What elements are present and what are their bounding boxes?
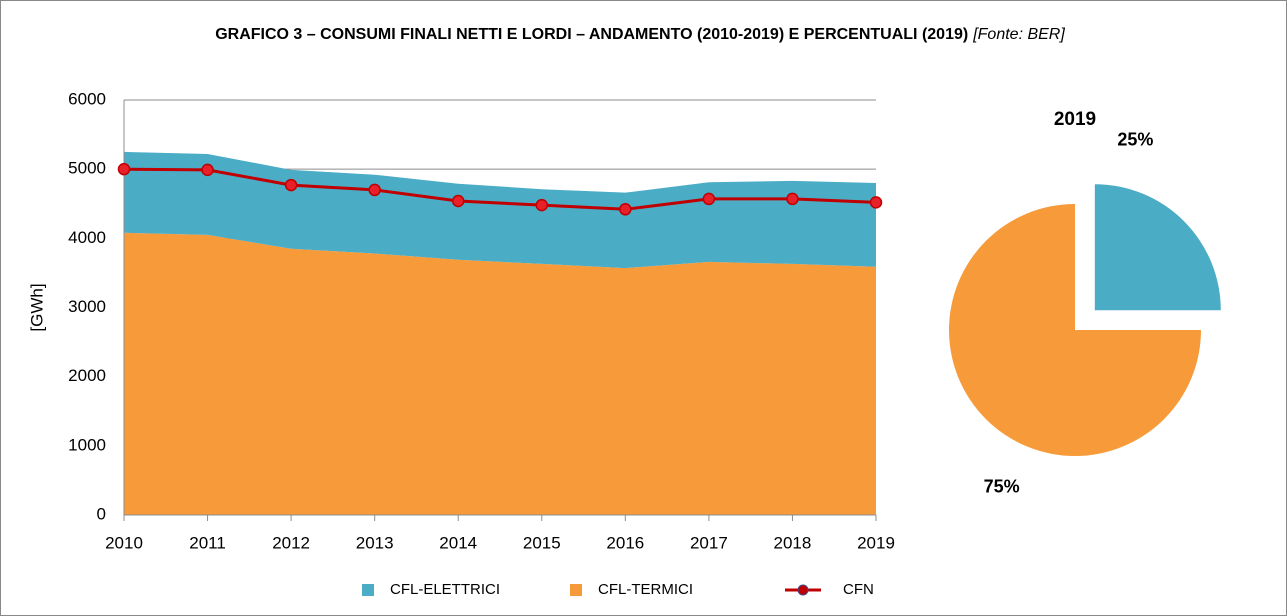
- x-tick-label: 2019: [857, 533, 895, 552]
- legend-label: CFL-ELETTRICI: [390, 581, 500, 598]
- y-tick-label: 1000: [68, 435, 106, 454]
- x-tick-label: 2014: [439, 533, 477, 552]
- y-tick-label: 4000: [68, 228, 106, 247]
- y-tick-label: 0: [97, 504, 106, 523]
- point: [451, 194, 465, 208]
- y-tick-label: 3000: [68, 297, 106, 316]
- legend-label: CFN: [843, 581, 874, 598]
- x-tick-label: 2018: [774, 533, 812, 552]
- legend-marker: [797, 584, 809, 596]
- pie-slice: [1094, 184, 1221, 311]
- area: [124, 151, 876, 269]
- y-tick-label: 5000: [68, 159, 106, 178]
- x-tick-label: 2013: [356, 533, 394, 552]
- point: [201, 163, 214, 177]
- point: [535, 198, 549, 212]
- y-axis-label: [GWh]: [27, 283, 46, 331]
- legend-swatch: [362, 584, 374, 596]
- x-tick-label: 2012: [272, 533, 310, 552]
- pie-title: 2019: [1054, 109, 1096, 130]
- point: [786, 192, 799, 206]
- title-text: GRAFICO 3 – CONSUMI FINALI NETTI E LORDI…: [215, 26, 968, 43]
- point: [368, 183, 381, 197]
- point: [284, 178, 298, 192]
- pie-label: 75%: [984, 477, 1020, 497]
- x-tick-label: 2010: [105, 533, 143, 552]
- x-tick-label: 2011: [189, 533, 226, 552]
- figure-title: GRAFICO 3 – CONSUMI FINALI NETTI E LORDI…: [215, 26, 1065, 43]
- legend-swatch: [570, 584, 582, 596]
- pie-slice: [949, 204, 1201, 456]
- point: [869, 196, 883, 209]
- y-tick-label: 6000: [68, 89, 106, 108]
- point: [117, 162, 131, 176]
- source-text: [Fonte: BER]: [972, 26, 1065, 43]
- x-tick-label: 2016: [606, 533, 644, 552]
- legend-label: CFL-TERMICI: [598, 581, 693, 598]
- point: [619, 203, 632, 216]
- pie-label: 25%: [1117, 130, 1153, 150]
- line: [123, 167, 877, 211]
- x-tick-label: 2017: [690, 533, 728, 552]
- x-tick-label: 2015: [523, 533, 561, 552]
- point: [702, 192, 716, 206]
- area: [124, 232, 876, 516]
- y-tick-label: 2000: [68, 366, 106, 385]
